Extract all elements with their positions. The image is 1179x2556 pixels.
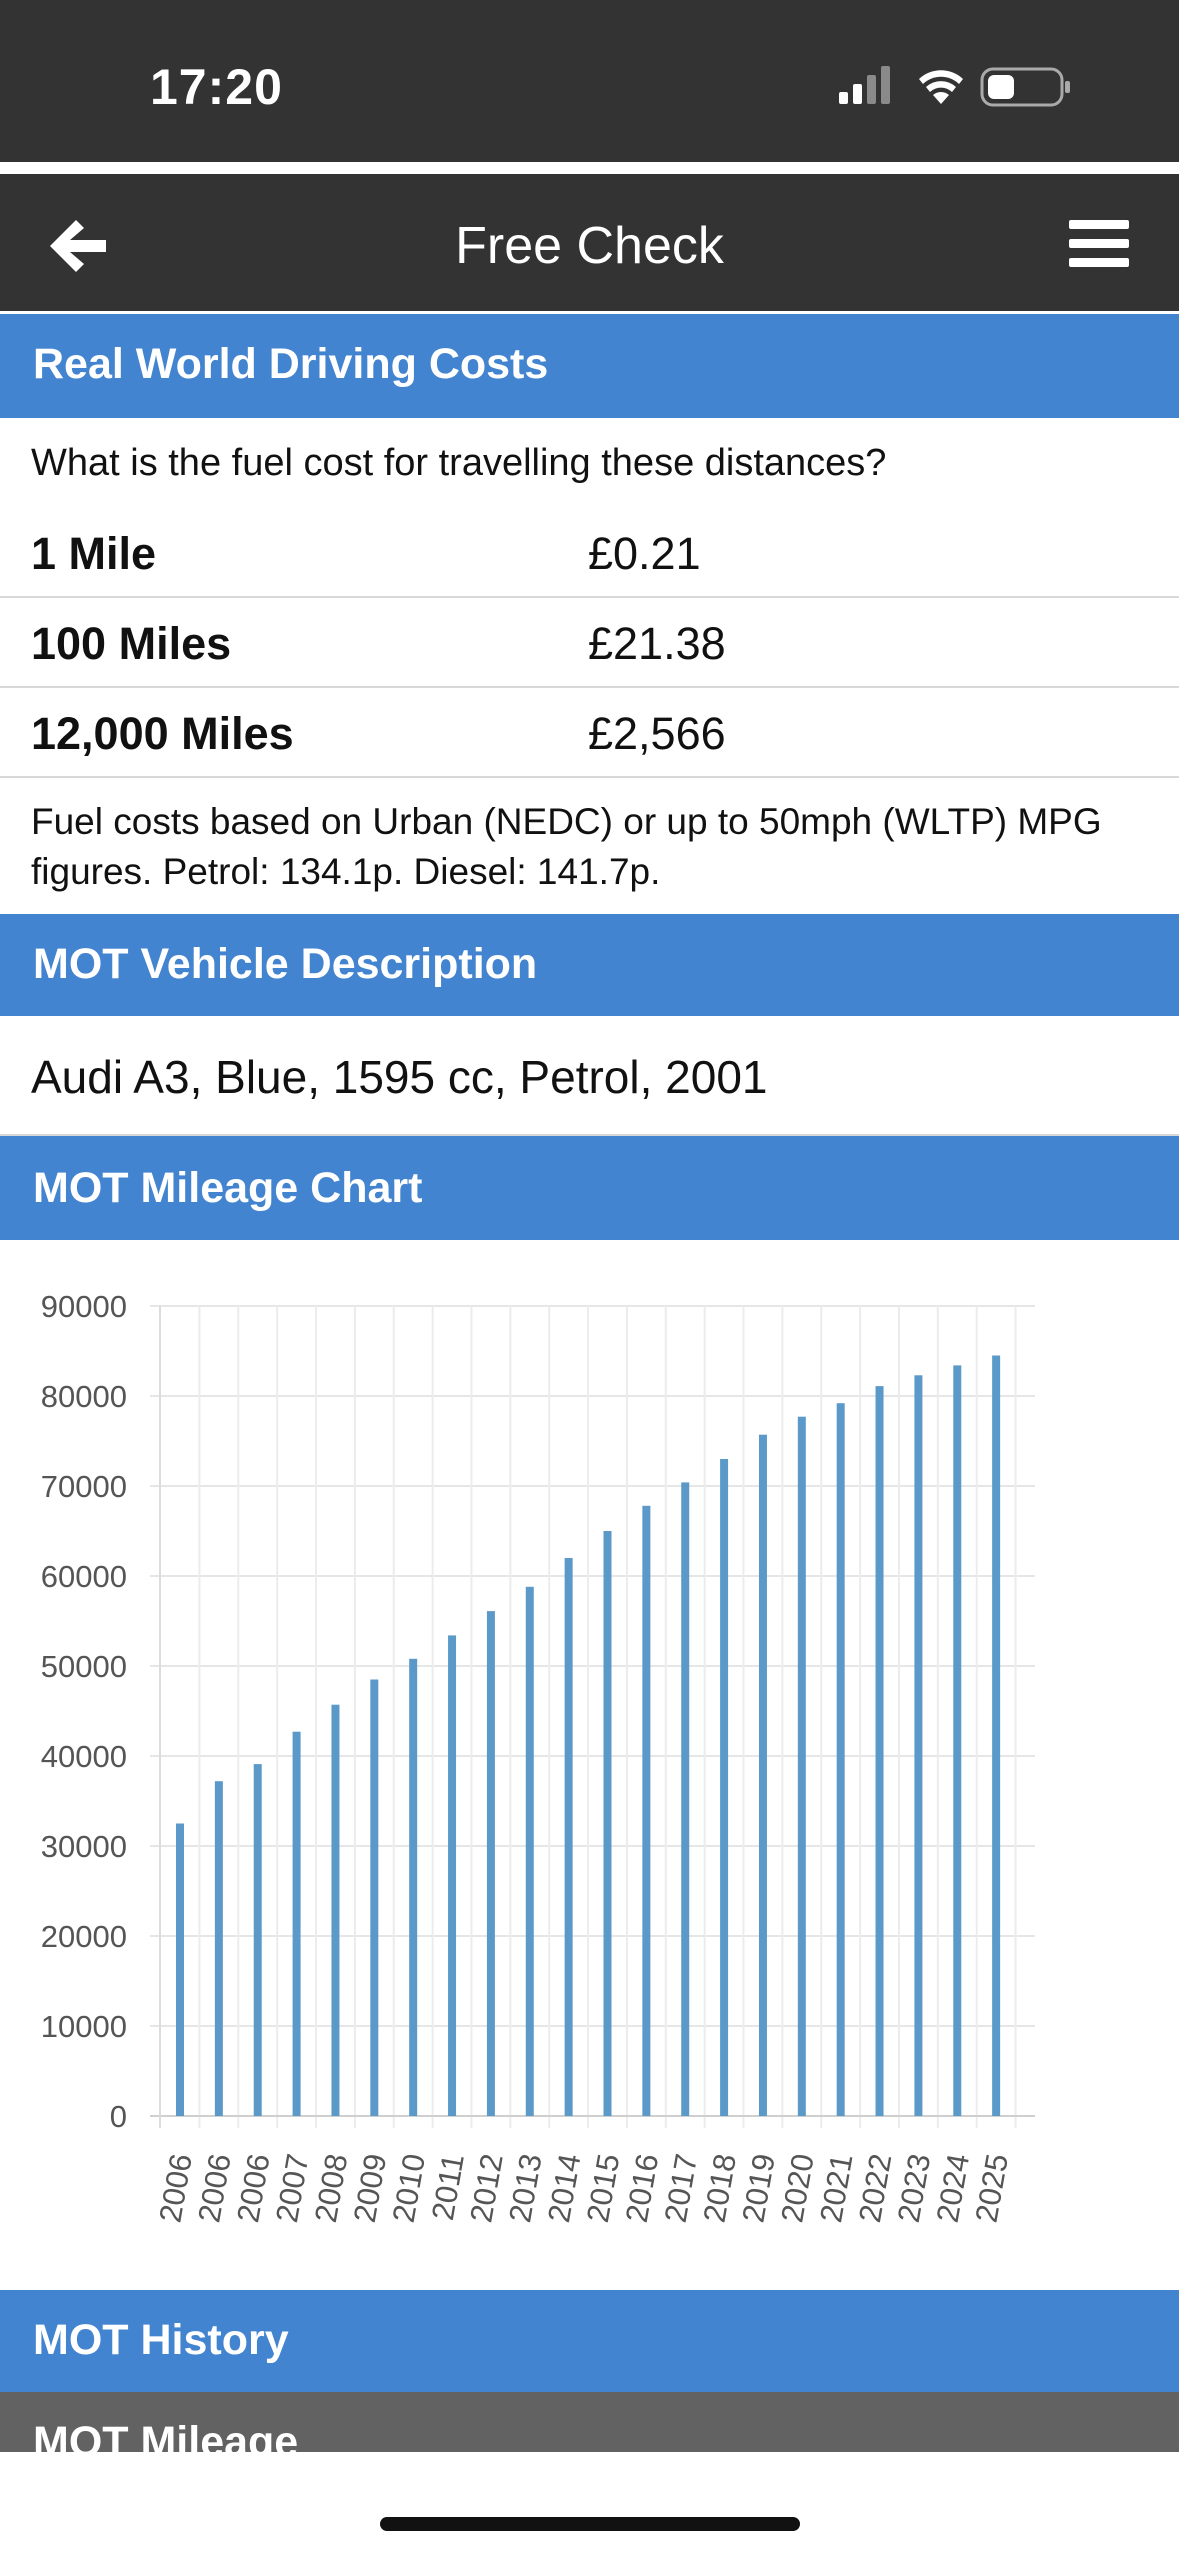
y-tick-label: 70000 [41,1469,127,1504]
mileage-bar [525,1586,534,2116]
section-header-mot-mileage[interactable]: MOT Mileage [0,2392,1179,2452]
cost-value: £21.38 [588,618,726,669]
y-tick-label: 50000 [41,1649,127,1684]
mileage-bar [409,1658,418,2116]
fuel-cost-note: Fuel costs based on Urban (NEDC) or up t… [31,801,1102,892]
mileage-bar [253,1764,262,2116]
back-arrow-icon[interactable] [46,214,110,278]
page-title: Free Check [455,217,724,275]
mileage-bar [875,1386,884,2116]
x-tick-label: 2025 [969,2151,1015,2225]
mileage-bar [564,1558,573,2116]
mileage-bar [331,1704,340,2116]
home-indicator[interactable] [380,2517,800,2531]
y-tick-label: 10000 [41,2009,127,2044]
app-header: Free Check [0,174,1179,311]
status-separator [0,162,1179,174]
cellular-signal-icon [839,66,890,104]
vehicle-description-text: Audi A3, Blue, 1595 cc, Petrol, 2001 [31,1051,768,1103]
y-tick-label: 90000 [41,1289,127,1324]
mileage-bar [720,1459,729,2116]
mileage-bar [953,1365,962,2116]
header-separator [0,311,1179,314]
cost-value: £2,566 [588,708,726,759]
cost-row: 100 Miles £21.38 [0,598,1179,688]
mileage-bar [214,1781,223,2116]
mileage-bar [603,1531,612,2116]
status-bar: 17:20 [0,0,1179,162]
section-header-mot-history[interactable]: MOT History [0,2290,1179,2392]
cost-row: 1 Mile £0.21 [0,508,1179,598]
mileage-bar [914,1375,923,2116]
section-header-driving-costs: Real World Driving Costs [0,314,1179,418]
mileage-bar [176,1823,184,2116]
cost-row: 12,000 Miles £2,566 [0,688,1179,778]
y-tick-label: 0 [110,2099,127,2134]
y-tick-label: 60000 [41,1559,127,1594]
y-tick-label: 30000 [41,1829,127,1864]
cost-distance: 1 Mile [31,528,157,579]
mileage-bar [486,1611,495,2116]
section-header-vehicle-description: MOT Vehicle Description [0,914,1179,1016]
mileage-bar [448,1635,457,2116]
battery-icon [980,67,1070,107]
status-icons [839,66,1070,107]
mileage-bar [836,1403,845,2116]
mileage-bar-chart: 0 10000 20000 30000 40000 50000 60000 70000 8000… [41,1289,1035,2225]
y-tick-label: 80000 [41,1379,127,1414]
hamburger-menu-icon[interactable] [1069,214,1129,274]
home-area [0,2452,1179,2556]
cost-distance: 100 Miles [31,618,232,669]
wifi-icon [919,70,963,104]
y-tick-label: 40000 [41,1739,127,1774]
divider [0,1134,1179,1136]
mileage-bar [758,1434,767,2116]
cost-distance: 12,000 Miles [31,708,294,759]
mileage-bar [797,1416,806,2116]
fuel-cost-question: What is the fuel cost for travelling the… [31,442,887,484]
y-tick-label: 20000 [41,1919,127,1954]
status-time: 17:20 [150,59,283,115]
mileage-bar [370,1679,379,2116]
section-header-mileage-chart: MOT Mileage Chart [0,1136,1179,1240]
mileage-bar [681,1482,690,2116]
mileage-bar [292,1731,301,2116]
mileage-bar [642,1505,651,2116]
cost-value: £0.21 [588,528,701,579]
mileage-bar [992,1355,1001,2116]
